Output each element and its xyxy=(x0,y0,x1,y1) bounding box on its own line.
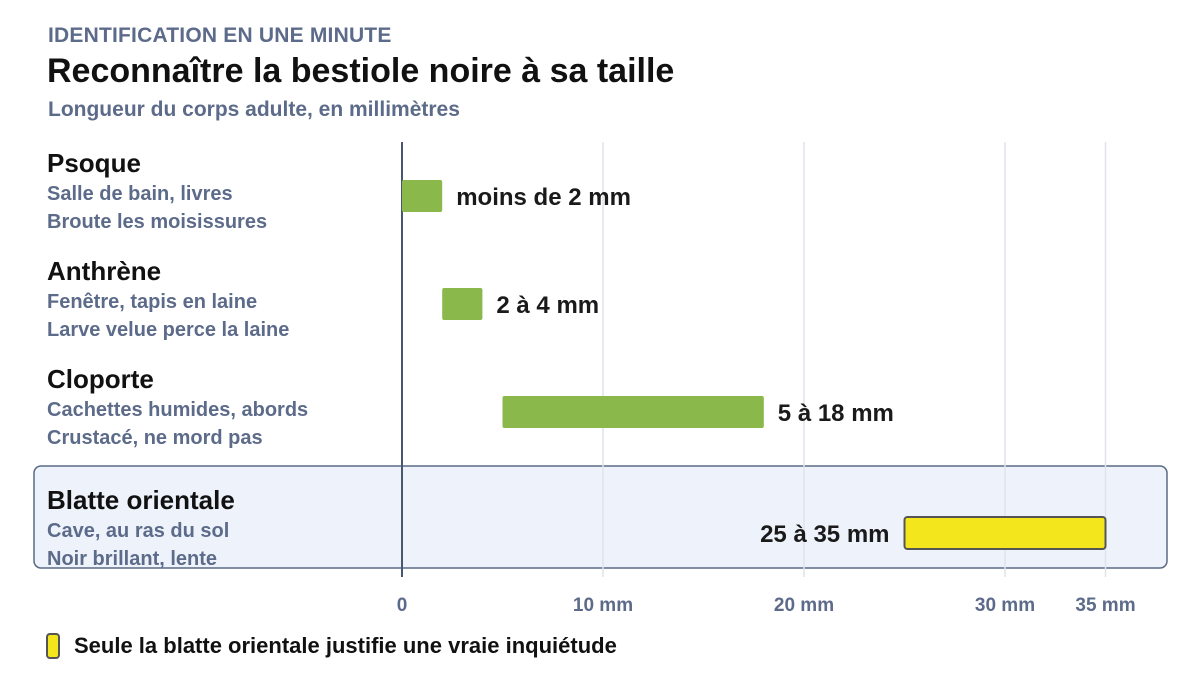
range-label: 5 à 18 mm xyxy=(778,400,894,427)
row-desc-trait: Noir brillant, lente xyxy=(47,548,217,570)
range-label: 2 à 4 mm xyxy=(496,292,599,319)
chart-subtitle: Longueur du corps adulte, en millimètres xyxy=(48,98,460,121)
x-tick-label: 30 mm xyxy=(975,595,1035,616)
row-desc-habitat: Cave, au ras du sol xyxy=(47,520,229,542)
chart-kicker: IDENTIFICATION EN UNE MINUTE xyxy=(48,24,392,47)
row-name: Psoque xyxy=(47,148,141,178)
row-name: Blatte orientale xyxy=(47,485,235,515)
range-label: moins de 2 mm xyxy=(456,184,631,211)
row-desc-habitat: Salle de bain, livres xyxy=(47,183,233,205)
chart-title: Reconnaître la bestiole noire à sa taill… xyxy=(47,52,675,90)
range-bar xyxy=(402,180,443,212)
row-name: Anthrène xyxy=(47,256,161,286)
x-tick-label: 0 xyxy=(397,595,408,616)
range-bar xyxy=(502,396,764,428)
x-tick-label: 35 mm xyxy=(1075,595,1135,616)
row-desc-habitat: Cachettes humides, abords xyxy=(47,399,308,421)
row-name: Cloporte xyxy=(47,364,154,394)
row-desc-habitat: Fenêtre, tapis en laine xyxy=(47,291,257,313)
x-tick-label: 20 mm xyxy=(774,595,834,616)
legend: Seule la blatte orientale justifie une v… xyxy=(46,633,617,659)
range-bar xyxy=(442,288,483,320)
row-desc-trait: Larve velue perce la laine xyxy=(47,319,289,341)
legend-text: Seule la blatte orientale justifie une v… xyxy=(74,633,617,658)
highlight-row-bg xyxy=(33,465,1168,569)
legend-swatch-alert xyxy=(46,633,60,659)
x-tick-label: 10 mm xyxy=(573,595,633,616)
row-desc-trait: Broute les moisissures xyxy=(47,211,267,233)
range-label: 25 à 35 mm xyxy=(760,521,889,548)
row-desc-trait: Crustacé, ne mord pas xyxy=(47,427,263,449)
range-bar xyxy=(903,516,1107,550)
